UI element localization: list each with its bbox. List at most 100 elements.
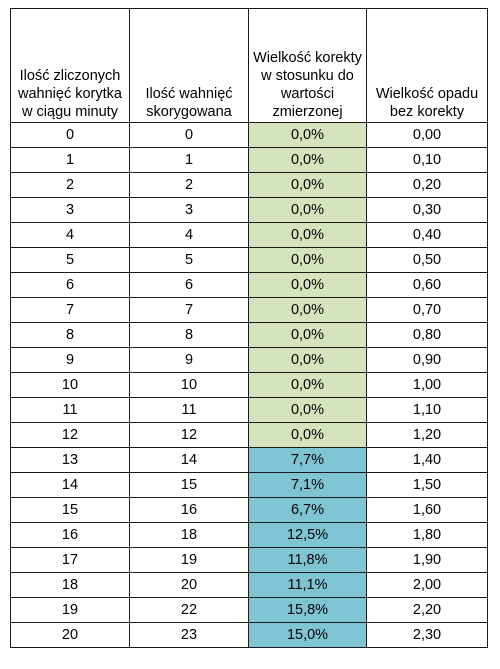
table-body: 0 0 0,0% 0,00 1 1 0,0% 0,10 2 2 0,0% 0,20 3 3 0,0% 0,30… <box>10 122 488 648</box>
corrected-cell: 5 <box>129 247 249 273</box>
rainfall-cell: 1,20 <box>366 422 488 448</box>
corrected-cell: 18 <box>129 522 249 548</box>
corrected-cell: 12 <box>129 422 249 448</box>
table-row: 2 2 0,0% 0,20 <box>10 172 488 198</box>
counted-cell: 1 <box>10 147 130 173</box>
correction-cell: 0,0% <box>248 122 367 148</box>
counted-cell: 16 <box>10 522 130 548</box>
rainfall-cell: 0,50 <box>366 247 488 273</box>
rainfall-cell: 1,50 <box>366 472 488 498</box>
counted-cell: 8 <box>10 322 130 348</box>
table-row: 9 9 0,0% 0,90 <box>10 347 488 373</box>
correction-cell: 11,1% <box>248 572 367 598</box>
corrected-cell: 11 <box>129 397 249 423</box>
correction-cell: 0,0% <box>248 347 367 373</box>
rainfall-cell: 0,40 <box>366 222 488 248</box>
correction-cell: 0,0% <box>248 147 367 173</box>
counted-cell: 0 <box>10 122 130 148</box>
corrected-cell: 3 <box>129 197 249 223</box>
table-row: 3 3 0,0% 0,30 <box>10 197 488 223</box>
rainfall-cell: 1,60 <box>366 497 488 523</box>
counted-cell: 3 <box>10 197 130 223</box>
table-row: 16 18 12,5% 1,80 <box>10 522 488 548</box>
rainfall-cell: 0,90 <box>366 347 488 373</box>
counted-cell: 2 <box>10 172 130 198</box>
correction-cell: 7,1% <box>248 472 367 498</box>
correction-cell: 0,0% <box>248 247 367 273</box>
table-row: 5 5 0,0% 0,50 <box>10 247 488 273</box>
counted-cell: 10 <box>10 372 130 398</box>
corrected-cell: 19 <box>129 547 249 573</box>
corrected-cell: 4 <box>129 222 249 248</box>
rainfall-cell: 0,30 <box>366 197 488 223</box>
counted-cell: 4 <box>10 222 130 248</box>
rainfall-cell: 2,30 <box>366 622 488 648</box>
correction-cell: 11,8% <box>248 547 367 573</box>
rainfall-cell: 0,00 <box>366 122 488 148</box>
counted-cell: 14 <box>10 472 130 498</box>
table-row: 18 20 11,1% 2,00 <box>10 572 488 598</box>
rainfall-cell: 0,80 <box>366 322 488 348</box>
corrected-cell: 16 <box>129 497 249 523</box>
table-row: 20 23 15,0% 2,30 <box>10 622 488 648</box>
counted-cell: 18 <box>10 572 130 598</box>
corrected-cell: 6 <box>129 272 249 298</box>
corrected-cell: 22 <box>129 597 249 623</box>
rainfall-cell: 1,80 <box>366 522 488 548</box>
counted-cell: 7 <box>10 297 130 323</box>
counted-cell: 17 <box>10 547 130 573</box>
rainfall-cell: 1,10 <box>366 397 488 423</box>
correction-cell: 0,0% <box>248 372 367 398</box>
header-corrected-swings: Ilość wahnięć skorygowana <box>129 8 249 123</box>
corrected-cell: 15 <box>129 472 249 498</box>
table-row: 10 10 0,0% 1,00 <box>10 372 488 398</box>
corrected-cell: 10 <box>129 372 249 398</box>
table-row: 1 1 0,0% 0,10 <box>10 147 488 173</box>
rainfall-cell: 1,00 <box>366 372 488 398</box>
header-rainfall-uncorrected: Wielkość opadu bez korekty <box>366 8 488 123</box>
rainfall-cell: 1,90 <box>366 547 488 573</box>
corrected-cell: 9 <box>129 347 249 373</box>
corrected-cell: 1 <box>129 147 249 173</box>
counted-cell: 6 <box>10 272 130 298</box>
corrected-cell: 23 <box>129 622 249 648</box>
correction-cell: 0,0% <box>248 397 367 423</box>
correction-table: Ilość zliczonych wahnięć korytka w ciągu… <box>10 8 488 648</box>
rainfall-cell: 2,00 <box>366 572 488 598</box>
table-row: 15 16 6,7% 1,60 <box>10 497 488 523</box>
correction-cell: 15,8% <box>248 597 367 623</box>
corrected-cell: 7 <box>129 297 249 323</box>
corrected-cell: 0 <box>129 122 249 148</box>
rainfall-cell: 0,70 <box>366 297 488 323</box>
correction-cell: 0,0% <box>248 272 367 298</box>
rainfall-cell: 0,10 <box>366 147 488 173</box>
counted-cell: 19 <box>10 597 130 623</box>
table-row: 14 15 7,1% 1,50 <box>10 472 488 498</box>
correction-cell: 7,7% <box>248 447 367 473</box>
header-correction-size: Wielkość korekty w stosunku do wartości … <box>248 8 367 123</box>
counted-cell: 15 <box>10 497 130 523</box>
table-row: 8 8 0,0% 0,80 <box>10 322 488 348</box>
corrected-cell: 14 <box>129 447 249 473</box>
table-row: 7 7 0,0% 0,70 <box>10 297 488 323</box>
counted-cell: 5 <box>10 247 130 273</box>
correction-cell: 6,7% <box>248 497 367 523</box>
corrected-cell: 2 <box>129 172 249 198</box>
corrected-cell: 8 <box>129 322 249 348</box>
corrected-cell: 20 <box>129 572 249 598</box>
counted-cell: 12 <box>10 422 130 448</box>
counted-cell: 13 <box>10 447 130 473</box>
table-row: 19 22 15,8% 2,20 <box>10 597 488 623</box>
rainfall-cell: 2,20 <box>366 597 488 623</box>
correction-cell: 12,5% <box>248 522 367 548</box>
correction-cell: 0,0% <box>248 222 367 248</box>
correction-cell: 0,0% <box>248 297 367 323</box>
counted-cell: 11 <box>10 397 130 423</box>
header-row: Ilość zliczonych wahnięć korytka w ciągu… <box>10 8 488 123</box>
table-row: 6 6 0,0% 0,60 <box>10 272 488 298</box>
table-row: 12 12 0,0% 1,20 <box>10 422 488 448</box>
rainfall-cell: 0,60 <box>366 272 488 298</box>
counted-cell: 20 <box>10 622 130 648</box>
correction-cell: 0,0% <box>248 172 367 198</box>
table-row: 0 0 0,0% 0,00 <box>10 122 488 148</box>
